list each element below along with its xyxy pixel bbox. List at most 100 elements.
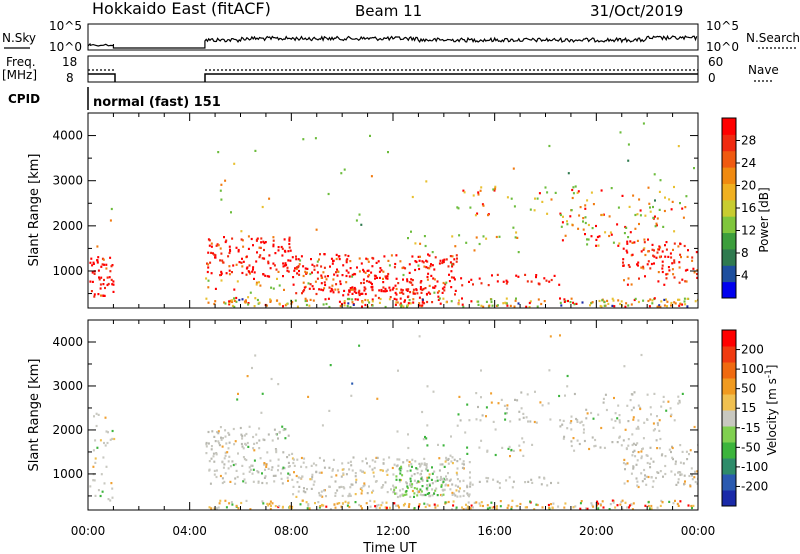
scatter-cell bbox=[586, 243, 589, 246]
scatter-cell bbox=[620, 300, 623, 303]
scatter-cell bbox=[289, 249, 292, 252]
scatter-cell bbox=[486, 507, 489, 510]
scatter-cell bbox=[252, 480, 255, 483]
scatter-cell bbox=[614, 506, 617, 509]
scatter-cell bbox=[424, 505, 427, 509]
scatter-cell bbox=[459, 480, 461, 483]
scatter-cell bbox=[461, 466, 464, 469]
scatter-cell bbox=[416, 292, 419, 295]
scatter-cell bbox=[233, 297, 235, 300]
scatter-cell bbox=[431, 472, 434, 475]
scatter-cell bbox=[241, 239, 244, 242]
scatter-cell bbox=[494, 453, 497, 457]
scatter-cell bbox=[375, 261, 378, 264]
scatter-cell bbox=[419, 488, 422, 491]
scatter-cell bbox=[426, 260, 429, 263]
scatter-cell bbox=[530, 478, 533, 481]
colorbar-tick-label: -100 bbox=[741, 460, 768, 474]
scatter-cell bbox=[637, 404, 640, 407]
scatter-cell bbox=[352, 303, 355, 306]
colorbar-tick-label: 12 bbox=[741, 224, 756, 238]
scatter-cell bbox=[550, 481, 552, 485]
scatter-cell bbox=[374, 277, 376, 280]
scatter-cell bbox=[273, 480, 276, 483]
scatter-cell bbox=[632, 194, 635, 197]
scatter-cell bbox=[516, 504, 519, 508]
scatter-cell bbox=[559, 301, 562, 304]
scatter-cell bbox=[213, 473, 216, 476]
scatter-cell bbox=[419, 464, 422, 467]
scatter-cell bbox=[210, 242, 213, 245]
scatter-cell bbox=[654, 215, 656, 218]
scatter-cell bbox=[514, 398, 516, 401]
scatter-cell bbox=[208, 506, 211, 509]
scatter-cell bbox=[655, 476, 657, 480]
scatter-cell bbox=[442, 281, 445, 285]
scatter-cell bbox=[639, 214, 642, 217]
scatter-cell bbox=[429, 265, 432, 268]
scatter-cell bbox=[580, 420, 583, 423]
scatter-cell bbox=[96, 259, 99, 262]
colorbar-tick-label: 20 bbox=[741, 179, 756, 193]
scatter-cell bbox=[488, 304, 491, 307]
scatter-cell bbox=[572, 186, 575, 189]
scatter-cell bbox=[653, 392, 656, 395]
scatter-cell bbox=[396, 464, 399, 467]
scatter-cell bbox=[431, 482, 434, 485]
scatter-cell bbox=[432, 286, 435, 289]
scatter-cell bbox=[535, 274, 538, 277]
scatter-cell bbox=[432, 277, 435, 280]
scatter-cell bbox=[418, 259, 421, 262]
scatter-cell bbox=[428, 473, 431, 476]
scatter-cell bbox=[450, 276, 453, 279]
scatter-cell bbox=[361, 470, 363, 473]
scatter-cell bbox=[207, 279, 210, 282]
scatter-cell bbox=[358, 213, 361, 216]
scatter-cell bbox=[325, 302, 328, 306]
scatter-cell bbox=[304, 491, 307, 494]
scatter-cell bbox=[498, 235, 501, 238]
scatter-cell bbox=[253, 459, 256, 462]
scatter-cell bbox=[223, 463, 226, 466]
scatter-cell bbox=[92, 465, 95, 468]
scatter-cell bbox=[418, 302, 421, 305]
scatter-cell bbox=[640, 455, 643, 458]
scatter-cell bbox=[647, 250, 650, 253]
scatter-cell bbox=[234, 477, 237, 480]
scatter-cell bbox=[332, 468, 334, 471]
scatter-cell bbox=[405, 493, 408, 496]
scatter-cell bbox=[461, 303, 464, 306]
scatter-cell bbox=[485, 415, 487, 418]
scatter-cell bbox=[626, 506, 629, 509]
scatter-cell bbox=[247, 445, 250, 448]
scatter-cell bbox=[450, 270, 453, 273]
scatter-cell bbox=[430, 263, 432, 266]
scatter-cell bbox=[373, 475, 375, 478]
scatter-cell bbox=[328, 286, 331, 289]
scatter-cell bbox=[238, 261, 241, 264]
scatter-cell bbox=[638, 277, 640, 280]
scatter-cell bbox=[343, 289, 346, 292]
scatter-cell bbox=[266, 451, 269, 454]
scatter-cell bbox=[225, 506, 228, 509]
scatter-cell bbox=[543, 300, 546, 303]
scatter-cell bbox=[566, 223, 569, 226]
scatter-cell bbox=[231, 299, 234, 302]
scatter-cell bbox=[606, 299, 609, 302]
scatter-cell bbox=[673, 230, 676, 233]
scatter-cell bbox=[658, 304, 661, 307]
scatter-cell bbox=[480, 439, 483, 442]
scatter-cell bbox=[286, 266, 289, 269]
scatter-cell bbox=[265, 304, 268, 307]
scatter-cell bbox=[652, 480, 655, 483]
ytick-label: 2000 bbox=[52, 423, 83, 437]
colorbar-tick-label: -50 bbox=[741, 440, 761, 454]
scatter-cell bbox=[522, 412, 525, 415]
scatter-cell bbox=[462, 460, 465, 463]
scatter-cell bbox=[548, 280, 551, 283]
scatter-cell bbox=[328, 305, 331, 308]
scatter-cell bbox=[287, 434, 290, 437]
colorbar-swatch bbox=[722, 248, 736, 266]
scatter-cell bbox=[549, 418, 552, 421]
